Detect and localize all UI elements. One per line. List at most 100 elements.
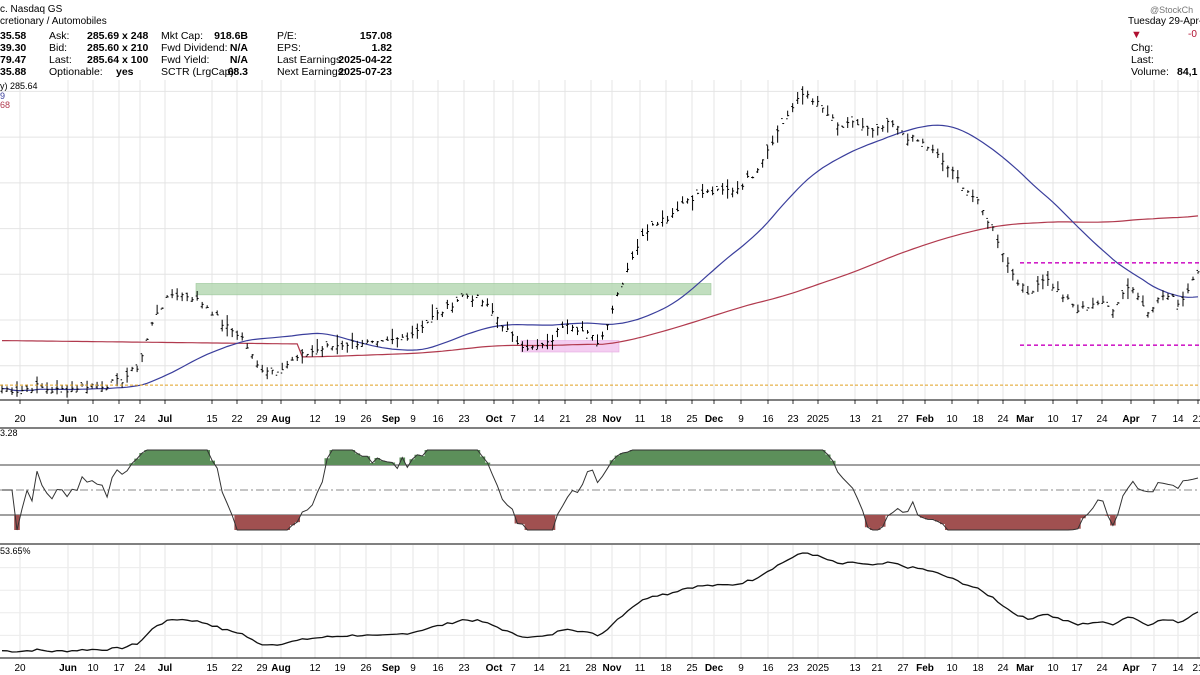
x-tick-label: 16 <box>762 414 774 425</box>
x-tick-label: 7 <box>1151 414 1157 425</box>
x-tick-label-bottom: 25 <box>686 663 698 674</box>
x-tick-label: 28 <box>585 414 597 425</box>
quote-label-bid: Bid: <box>49 42 68 54</box>
x-tick-label: 21 <box>559 414 571 425</box>
x-tick-label: 25 <box>686 414 698 425</box>
price-bars <box>0 86 1200 398</box>
x-tick-label: 29 <box>256 414 268 425</box>
earn-value-eps: 1.82 <box>371 42 392 54</box>
x-tick-label: 21 <box>871 414 883 425</box>
legend-ma-200: 68 <box>0 100 11 110</box>
x-tick-label-bottom: 11 <box>635 663 646 674</box>
x-tick-label-bottom: 18 <box>972 663 984 674</box>
x-tick-label: 17 <box>1071 414 1083 425</box>
change-value: -0 <box>1188 29 1197 40</box>
price-col-1: 39.30 <box>0 42 27 54</box>
x-tick-label-bottom: 23 <box>787 663 799 674</box>
earn-label-eps: EPS: <box>277 42 301 54</box>
x-tick-label-bottom: Nov <box>603 663 622 674</box>
x-tick-label: 14 <box>533 414 545 425</box>
x-tick-label-bottom: 15 <box>206 663 218 674</box>
fund-value-mktcap: 918.6B <box>214 30 248 42</box>
quote-value-bid: 285.60 x 210 <box>87 42 149 54</box>
earn-label-last-earnings: Last Earnings: <box>277 54 345 66</box>
price-col-3: 35.88 <box>0 66 27 78</box>
x-tick-label-bottom: 26 <box>360 663 372 674</box>
third-panel-label: 53.65% <box>0 546 31 556</box>
x-tick-label-bottom: 12 <box>309 663 321 674</box>
ma-200-line <box>2 215 1199 358</box>
rsi-panel <box>0 449 1200 531</box>
x-tick-label-bottom: 2025 <box>807 663 830 674</box>
x-tick-label: 7 <box>510 414 516 425</box>
x-tick-label: Apr <box>1122 414 1139 425</box>
x-tick-label-bottom: 23 <box>458 663 470 674</box>
x-tick-label-bottom: 18 <box>660 663 672 674</box>
x-tick-label-bottom: Mar <box>1016 663 1034 674</box>
x-axis-bottom: 20 Jun 10 17 24 Jul 15 22 29 Aug 12 19 26 Sep 9 16 23 Oct… <box>14 663 1200 674</box>
x-tick-label-bottom: 24 <box>1096 663 1108 674</box>
ticker-title: c. Nasdaq GS <box>0 4 63 15</box>
x-tick-label-bottom: Sep <box>382 663 400 674</box>
x-tick-label-bottom: 16 <box>432 663 444 674</box>
x-tick-label-bottom: 9 <box>410 663 416 674</box>
legend-price: y) 285.64 <box>0 81 38 91</box>
earn-label-pe: P/E: <box>277 30 297 42</box>
x-tick-label: 24 <box>997 414 1009 425</box>
down-arrow-icon: ▼ <box>1131 29 1142 41</box>
earn-label-next-earnings: Next Earnings: <box>277 66 346 78</box>
x-tick-label-bottom: 20 <box>14 663 26 674</box>
x-tick-label: 22 <box>231 414 243 425</box>
quote-header: c. Nasdaq GS cretionary / Automobiles 35… <box>0 0 1200 91</box>
gap-zone <box>520 340 620 353</box>
rsi-line <box>2 449 1199 531</box>
x-tick-label: Oct <box>486 414 503 425</box>
x-tick-label: 24 <box>134 414 146 425</box>
x-tick-label-bottom: 10 <box>946 663 958 674</box>
x-tick-label: 18 <box>660 414 672 425</box>
quote-value-last: 285.64 x 100 <box>87 54 149 66</box>
fund-value-dividend: N/A <box>229 42 248 54</box>
price-panel-grid <box>0 80 1200 658</box>
moving-averages <box>1 124 1199 392</box>
right-label-last: Last: <box>1131 54 1154 66</box>
x-tick-label-bottom: 29 <box>256 663 268 674</box>
third-panel <box>1 552 1199 653</box>
x-tick-label: 19 <box>334 414 346 425</box>
fund-label-sctr: SCTR (LrgCap): <box>161 66 237 78</box>
x-tick-label-bottom: 21 <box>871 663 883 674</box>
x-tick-label-bottom: 10 <box>87 663 99 674</box>
brand-watermark: @StockCh <box>1150 5 1194 15</box>
panel-frames <box>0 399 1200 659</box>
x-tick-label-bottom: Jul <box>158 663 173 674</box>
x-tick-label: 14 <box>1172 414 1184 425</box>
rsi-oversold-fill <box>14 515 1116 530</box>
x-tick-label: Mar <box>1016 414 1034 425</box>
x-tick-label-bottom: 19 <box>334 663 346 674</box>
x-tick-label-bottom: 17 <box>1071 663 1083 674</box>
x-tick-label-bottom: 13 <box>849 663 861 674</box>
fund-label-mktcap: Mkt Cap: <box>161 30 204 42</box>
x-tick-label: Jul <box>158 414 173 425</box>
volume-value: 84,1 <box>1177 66 1198 78</box>
x-tick-label: Nov <box>603 414 622 425</box>
x-tick-label: 11 <box>635 414 646 425</box>
legend-ma-50: 9 <box>0 91 6 101</box>
x-tick-label: 12 <box>309 414 321 425</box>
x-tick-label-bottom: 10 <box>1047 663 1059 674</box>
x-tick-label-bottom: 7 <box>1151 663 1157 674</box>
x-tick-label: Sep <box>382 414 400 425</box>
x-tick-label-bottom: 21 <box>559 663 571 674</box>
price-col-2: 79.47 <box>0 54 27 66</box>
rsi-overbought-fill <box>129 450 836 465</box>
quote-label-ask: Ask: <box>49 30 70 42</box>
sector-label: cretionary / Automobiles <box>0 16 107 27</box>
x-tick-label-bottom: Dec <box>705 663 724 674</box>
x-tick-label-bottom: Jun <box>59 663 77 674</box>
quote-label-optionable: Optionable: <box>49 66 103 78</box>
quote-value-ask: 285.69 x 248 <box>87 30 149 42</box>
x-axis-main: 20 Jun 10 17 24 Jul 15 22 29 Aug 12 19 26 Sep 9 16 23 Oct… <box>14 400 1200 425</box>
x-tick-label-bottom: 9 <box>738 663 744 674</box>
chart-date: Tuesday 29-Apr-2025 <box>1128 16 1200 27</box>
x-tick-label: 20 <box>14 414 26 425</box>
